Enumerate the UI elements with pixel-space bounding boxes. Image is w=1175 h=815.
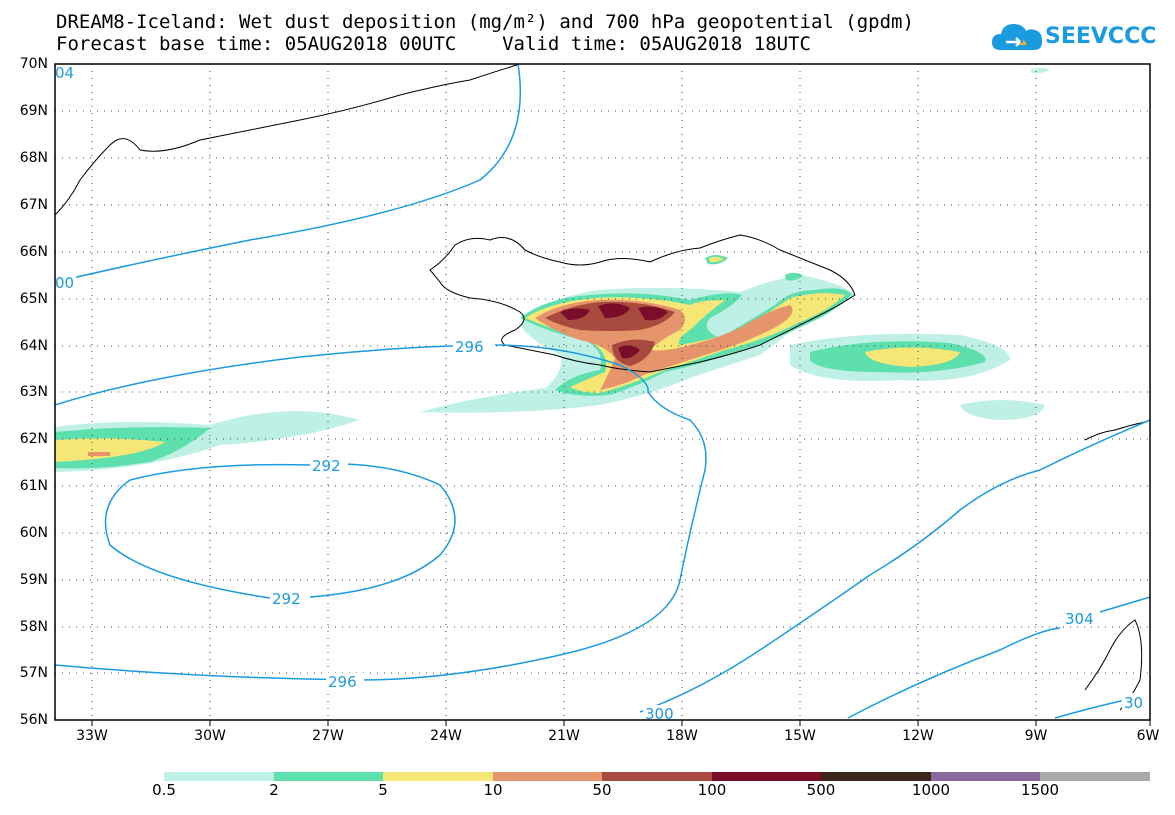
colorbar-label: 2 [269,781,279,799]
colorbar-label: 1000 [911,781,951,799]
dust-deposition-shading [55,68,1050,472]
lat-label: 57N [19,665,48,681]
colorbar-swatch [493,772,602,781]
lon-label: 15W [784,728,816,744]
lat-label: 59N [19,572,48,588]
colorbar-label: 5 [378,781,388,799]
contour-label: 00 [55,274,74,292]
lat-label: 69N [19,103,48,119]
colorbar-label: 100 [697,781,727,799]
contour-labels: 04 00 296 292 292 296 300 304 30 [52,64,1148,723]
colorbar-label: 500 [806,781,836,799]
lon-label: 24W [430,728,462,744]
lat-label: 62N [19,431,48,447]
colorbar-swatch [931,772,1040,781]
lat-label: 61N [19,478,48,494]
colorbar-label: 0.5 [152,781,176,799]
coastlines [54,63,1146,711]
lon-label: 9W [1024,728,1048,744]
colorbar-swatch [712,772,821,781]
colorbar-label: 1500 [1020,781,1060,799]
map-title: DREAM8-Iceland: Wet dust deposition (mg/… [56,11,914,33]
contour-label: 30 [1124,694,1143,712]
lon-label: 18W [666,728,698,744]
lat-label: 65N [19,291,48,307]
lon-label: 27W [312,728,344,744]
contour-label: 304 [1065,610,1094,628]
contour-label: 296 [328,673,357,691]
colorbar-label: 50 [592,781,612,799]
lat-label: 67N [19,197,48,213]
lat-label: 60N [19,525,48,541]
colorbar-label: 10 [483,781,503,799]
lon-label: 12W [902,728,934,744]
contour-label: 04 [55,64,74,82]
lon-label: 30W [194,728,226,744]
lon-label: 21W [548,728,580,744]
seevccc-logo: SEEVCCC [990,18,1156,58]
colorbar-swatch [1040,772,1150,781]
contour-label: 292 [272,590,301,608]
map-subtitle: Forecast base time: 05AUG2018 00UTC Vali… [56,33,811,55]
lat-label: 63N [19,384,48,400]
contour-label: 296 [455,338,484,356]
colorbar-swatch [274,772,383,781]
colorbar-swatch [602,772,712,781]
lat-label: 56N [19,712,48,728]
lat-label: 58N [19,619,48,635]
cloud-icon [992,24,1043,50]
colorbar-swatch [383,772,493,781]
map-frame [54,63,1151,721]
lat-label: 68N [19,150,48,166]
contour-label: 300 [645,705,674,723]
lat-lon-grid [55,64,1150,720]
contour-label: 292 [312,457,341,475]
colorbar [164,772,1150,781]
lon-label: 6W [1136,728,1160,744]
lat-label: 64N [19,338,48,354]
colorbar-swatch [164,772,274,781]
lat-label: 66N [19,244,48,260]
lat-label: 70N [19,56,48,72]
lon-label: 33W [76,728,108,744]
logo-text: SEEVCCC [1045,24,1157,49]
axis-ticks [91,720,1151,726]
colorbar-swatch [821,772,931,781]
